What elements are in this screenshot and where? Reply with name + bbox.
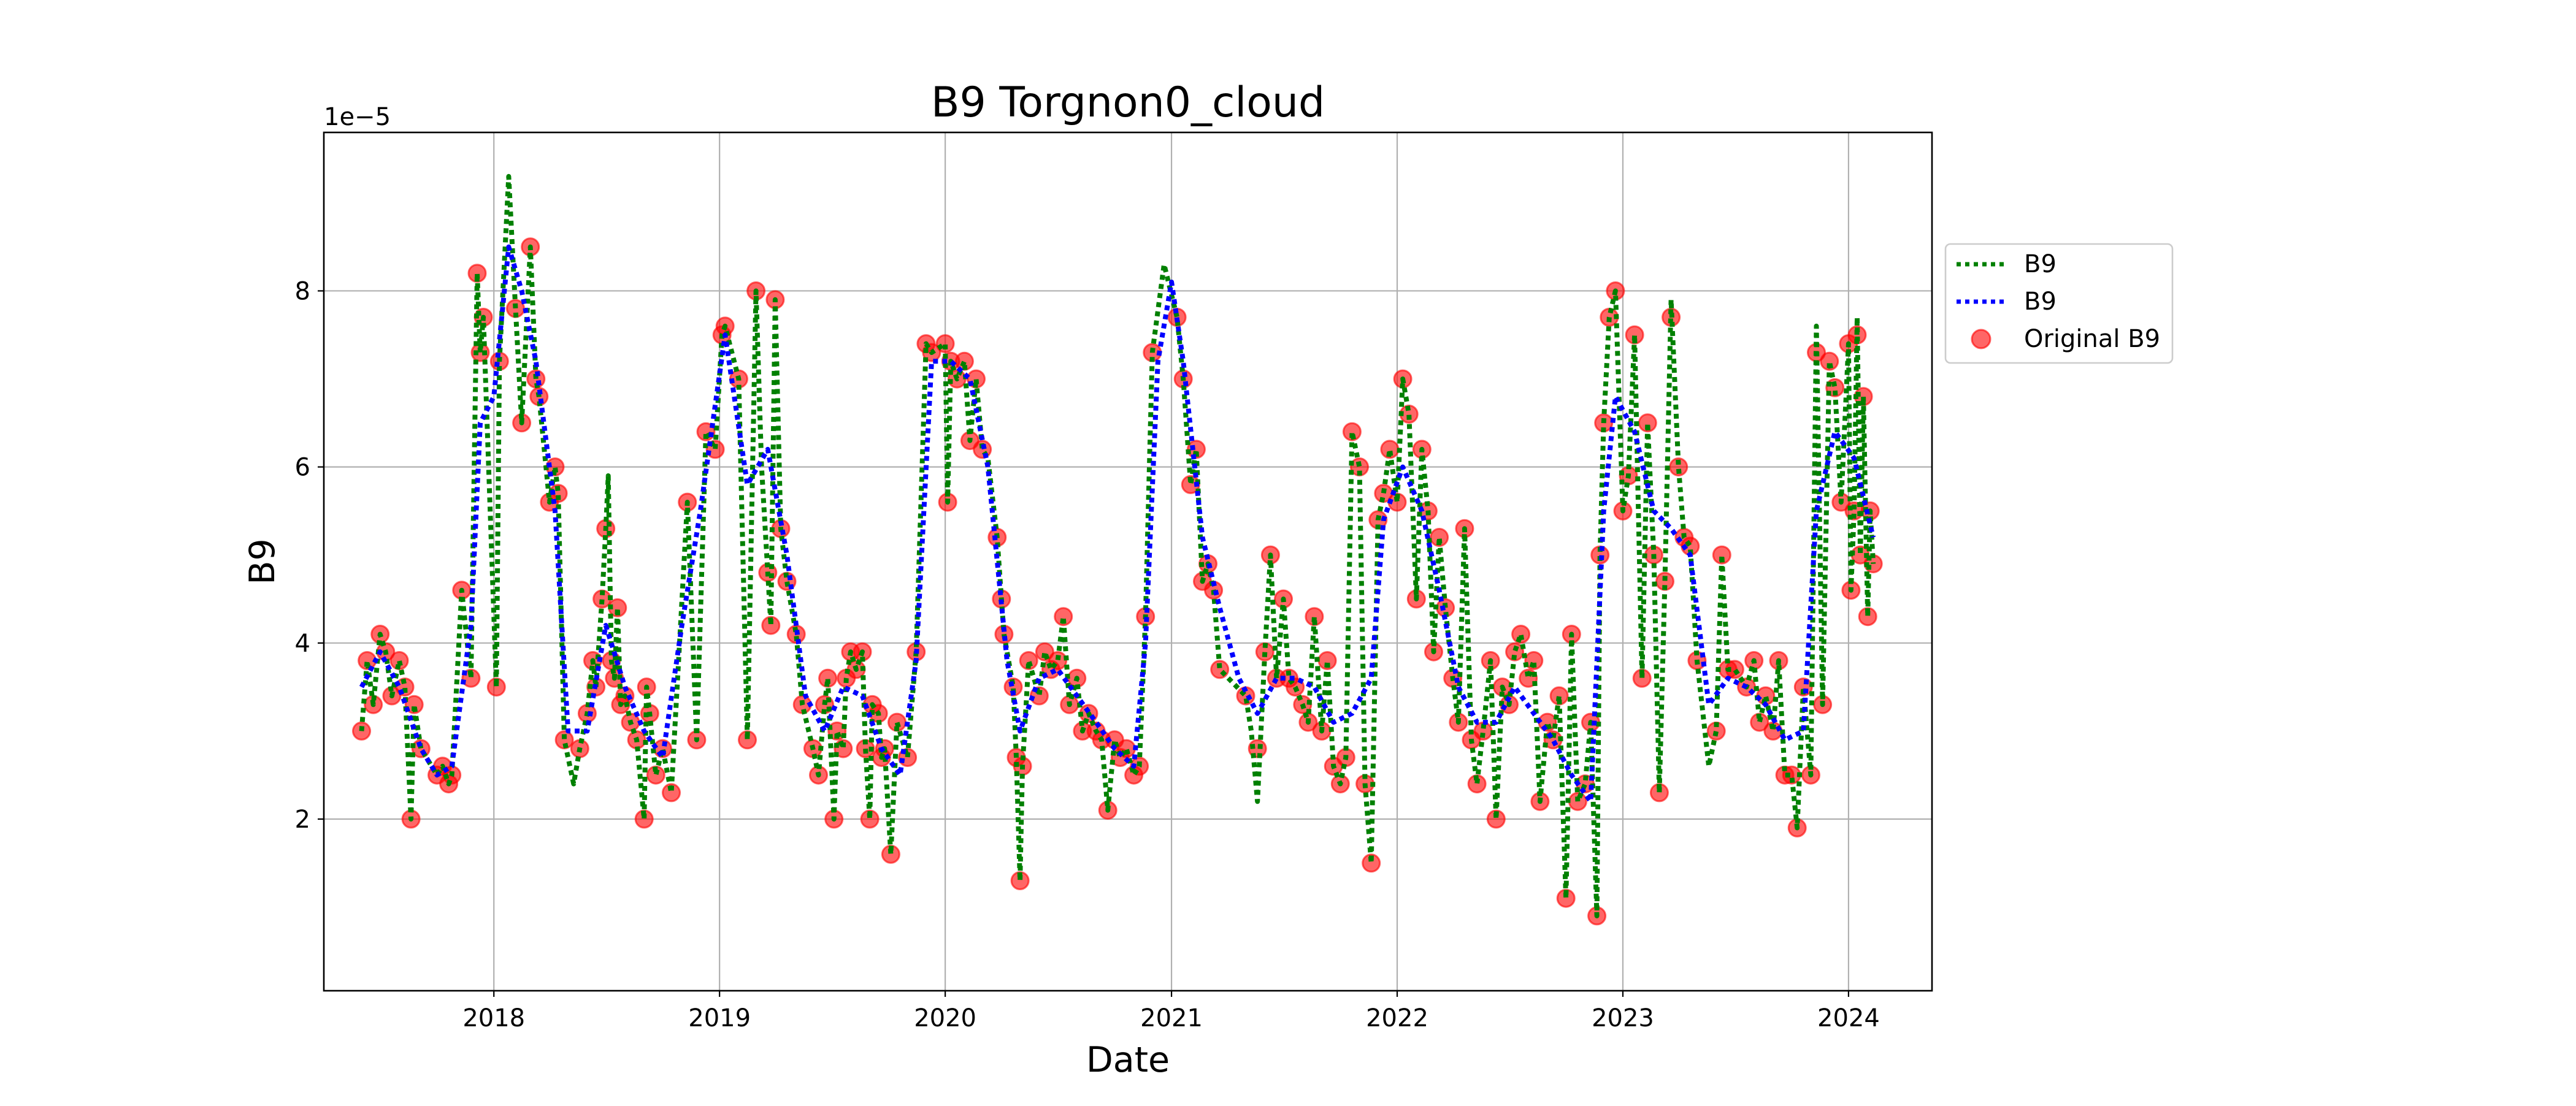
y-tick-label: 2 — [295, 806, 310, 834]
y-tick-label: 8 — [295, 277, 310, 305]
data-point — [1524, 651, 1544, 670]
data-point — [662, 783, 681, 803]
data-point — [1305, 607, 1324, 627]
data-point — [1342, 422, 1362, 441]
data-point — [1035, 642, 1054, 662]
axis-ticks: 2018 2019 2020 2021 2022 2023 2024 2 4 6 8 — [295, 277, 1880, 1032]
data-point — [860, 809, 880, 829]
data-point — [1054, 607, 1073, 627]
chart-title: B9 Torgnon0_cloud — [931, 78, 1325, 127]
data-point — [1858, 607, 1877, 627]
data-point — [1010, 871, 1030, 890]
legend-label-green: B9 — [2024, 250, 2057, 278]
y-axis-label: B9 — [242, 538, 283, 584]
x-tick-label: 2021 — [1140, 1004, 1203, 1032]
data-point — [1181, 475, 1200, 494]
x-tick-label: 2019 — [688, 1004, 751, 1032]
data-point — [1625, 325, 1644, 345]
data-point — [1430, 528, 1449, 547]
x-tick-label: 2024 — [1817, 1004, 1880, 1032]
data-point — [1511, 625, 1531, 644]
x-tick-label: 2020 — [914, 1004, 976, 1032]
data-point — [761, 616, 781, 635]
legend-frame — [1944, 243, 2174, 364]
data-point — [1486, 809, 1506, 829]
data-point — [1362, 853, 1381, 873]
data-point — [1019, 651, 1038, 670]
data-point — [818, 668, 838, 688]
data-point — [467, 264, 487, 283]
series-line-blue — [359, 244, 1876, 804]
data-point — [486, 677, 506, 697]
y-offset-label: 1e−5 — [324, 103, 391, 131]
x-tick-label: 2018 — [462, 1004, 525, 1032]
data-point — [554, 730, 574, 750]
data-point — [1669, 457, 1689, 477]
series-line-green — [359, 174, 1876, 918]
data-point — [1638, 413, 1657, 433]
legend: B9 B9 Original B9 — [1944, 243, 2174, 364]
data-point — [646, 765, 665, 785]
data-point — [738, 730, 757, 750]
plot-frame — [323, 131, 1933, 992]
data-point — [827, 721, 847, 741]
series-layer — [352, 174, 1883, 926]
x-tick-label: 2023 — [1592, 1004, 1654, 1032]
y-tick-label: 6 — [295, 454, 310, 482]
data-point — [404, 695, 424, 714]
data-point — [881, 844, 900, 864]
x-axis-label: Date — [1086, 1040, 1170, 1080]
y-tick-label: 4 — [295, 630, 310, 658]
legend-label-points: Original B9 — [2024, 325, 2160, 353]
data-point — [1186, 440, 1206, 459]
data-point — [1556, 888, 1576, 908]
data-point — [1820, 351, 1839, 371]
legend-swatch-points — [1971, 329, 1991, 349]
data-point — [1505, 642, 1525, 662]
data-point — [1712, 545, 1731, 565]
legend-label-blue: B9 — [2024, 288, 2057, 316]
x-tick-label: 2022 — [1366, 1004, 1428, 1032]
